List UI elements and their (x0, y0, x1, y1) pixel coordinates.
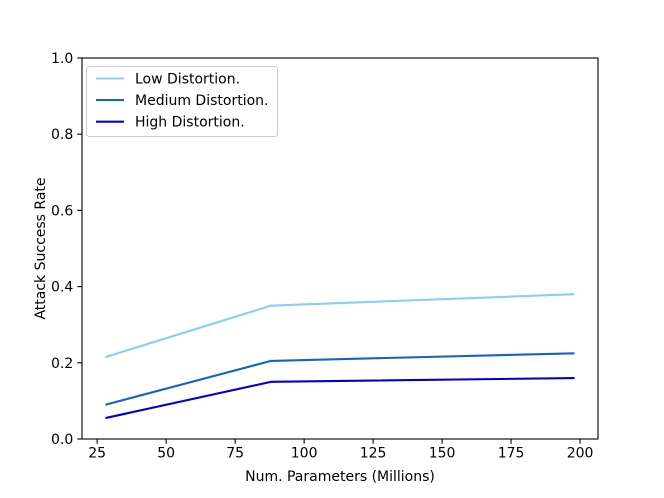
legend-entry-medium-distortion: Medium Distortion. (96, 93, 268, 109)
line-high-distortion (105, 376, 575, 420)
x-tick-label: 125 (360, 446, 387, 462)
legend-label: Medium Distortion. (135, 93, 268, 109)
legend-box (86, 66, 278, 137)
legend-label: High Distortion. (135, 115, 245, 131)
x-axis: 25 50 75 100 125 150 175 200 (88, 439, 593, 462)
y-axis: 0.0 0.2 0.4 0.6 0.8 1.0 (51, 51, 82, 448)
x-axis-title: Num. Parameters (Millions) (245, 469, 435, 485)
y-tick-label: 1.0 (51, 51, 73, 67)
y-tick-label: 0.2 (51, 356, 73, 372)
y-tick-label: 0.8 (51, 127, 73, 143)
y-tick-label: 0.6 (51, 203, 73, 219)
x-tick-label: 150 (429, 446, 456, 462)
x-tick-label: 25 (88, 446, 106, 462)
y-axis-title: Attack Success Rate (33, 177, 49, 319)
plot-border (81, 57, 599, 440)
line-medium-distortion (105, 352, 575, 406)
line-low-distortion (105, 293, 575, 359)
x-tick-label: 50 (157, 446, 175, 462)
x-tick-label: 200 (567, 446, 594, 462)
legend-entry-low-distortion: Low Distortion. (96, 71, 240, 87)
legend-entry-high-distortion: High Distortion. (96, 115, 245, 131)
legend: Low Distortion. Medium Distortion. High Di… (86, 66, 278, 137)
y-tick-label: 0.0 (51, 432, 73, 448)
x-tick-label: 75 (226, 446, 244, 462)
legend-label: Low Distortion. (135, 71, 240, 87)
y-tick-label: 0.4 (51, 280, 73, 296)
x-tick-label: 100 (291, 446, 318, 462)
x-tick-label: 175 (498, 446, 525, 462)
